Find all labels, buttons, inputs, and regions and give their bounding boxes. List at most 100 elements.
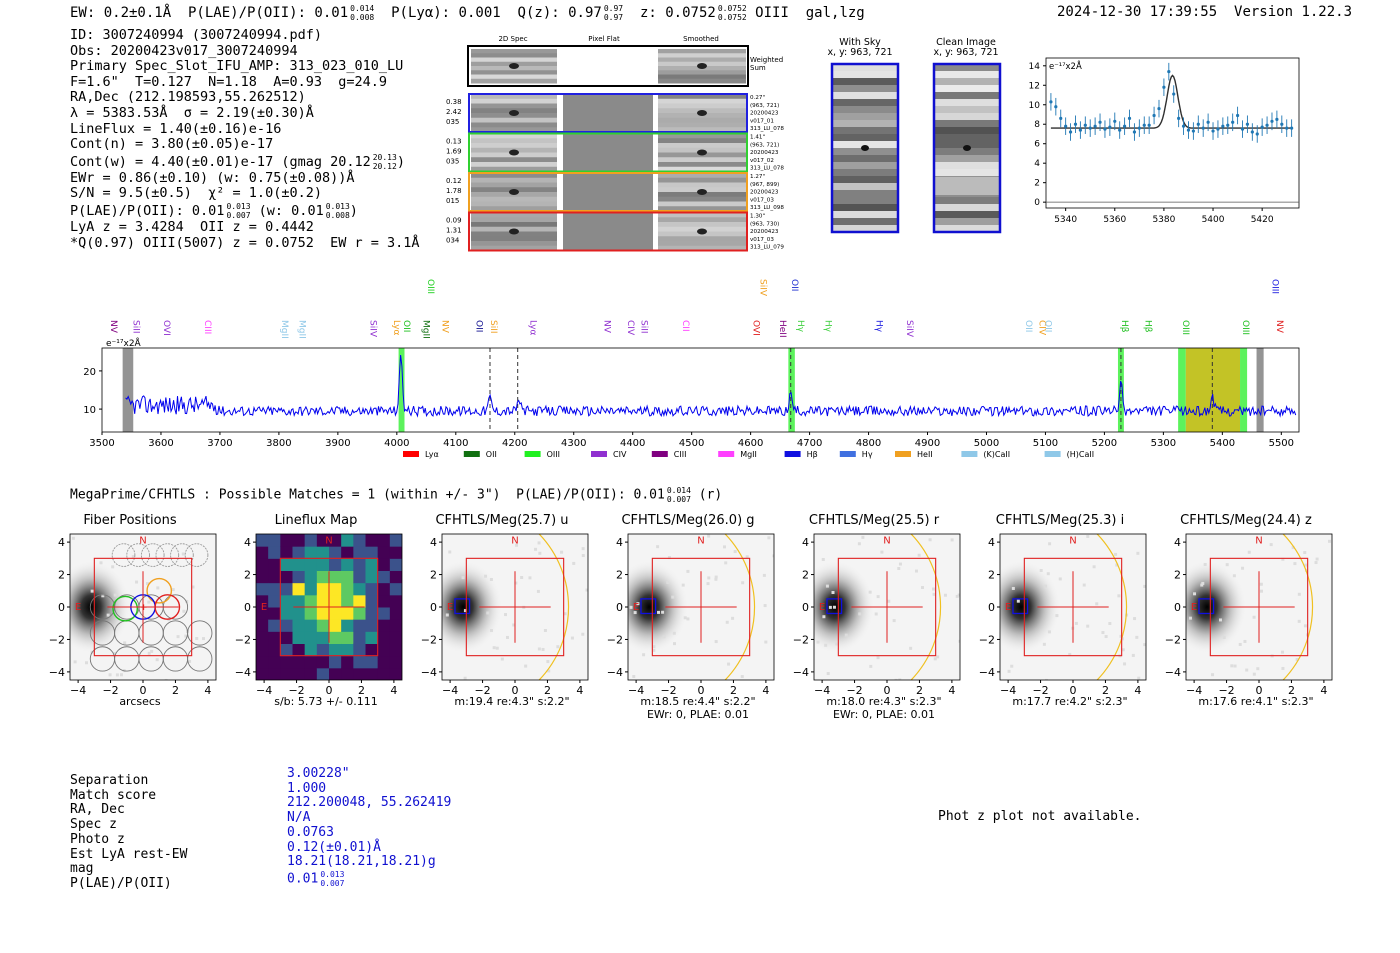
image-noise (1086, 534, 1090, 538)
cutout-row-right-label: v017_02 (750, 158, 774, 164)
cutout-source (697, 149, 707, 156)
zoom-ytick-label: 0 (1034, 198, 1040, 208)
sky-stripe (832, 183, 898, 191)
flux-pixel (329, 570, 342, 584)
legend-label: OIII (547, 450, 560, 459)
flux-pixel (304, 619, 318, 632)
image-noise (84, 661, 88, 665)
image-noise (1211, 673, 1215, 677)
zoom-data-point (1137, 126, 1141, 130)
flux-pixel (280, 570, 293, 584)
zoom-data-point (1275, 117, 1279, 121)
spectral-line-label: Hγ (823, 320, 833, 333)
cutout-row-right-label: v017_03 (750, 237, 774, 243)
cutout-stripe (658, 166, 746, 172)
flux-pixel (304, 607, 318, 620)
flux-pixel (389, 631, 402, 644)
image-noise (560, 550, 564, 554)
flux-pixel (268, 667, 281, 680)
flux-pixel (256, 546, 269, 559)
flux-pixel (268, 546, 281, 559)
image-noise (723, 545, 727, 549)
image-noise (657, 610, 661, 614)
image-noise (1046, 572, 1050, 576)
image-noise (917, 553, 921, 557)
image-noise (570, 636, 574, 640)
cutout-stripe (471, 117, 557, 123)
flux-pixel (292, 534, 306, 547)
imaging-ytick-label: −4 (1165, 666, 1181, 679)
imaging-xtick-label: 4 (762, 684, 769, 697)
image-noise (1269, 543, 1273, 547)
match-value: 212.200048, 55.262419 (287, 795, 452, 811)
spectral-line-label: OIII (1180, 320, 1190, 335)
imaging-panel-svg: N E 4 2 0 −2 −4 −4 −2 0 2 4 (421, 533, 589, 697)
imaging-xtick-label: 2 (1102, 684, 1109, 697)
imaging-ytick-label: 4 (1174, 536, 1181, 549)
image-noise (1225, 563, 1229, 567)
zoom-xtick-label: 5380 (1152, 215, 1175, 225)
cutout-stripe (658, 196, 746, 202)
cutout-stripe (658, 122, 746, 128)
spec-xtick-label: 5400 (1210, 438, 1235, 449)
spectral-line-label: Hβ (1119, 320, 1129, 333)
image-noise (543, 628, 547, 632)
image-noise (512, 623, 516, 627)
extraction-box (93, 557, 193, 657)
zoom-xtick-label: 5360 (1103, 215, 1126, 225)
flux-pixel (280, 667, 293, 680)
imaging-panel-caption: arcsecs (119, 695, 161, 708)
image-noise (1241, 566, 1245, 570)
flux-pixel (256, 582, 269, 596)
header-z-lo: 0.0752 (717, 13, 747, 22)
flux-pixel (329, 655, 342, 669)
extraction-box (465, 557, 565, 657)
flux-pixel (316, 667, 330, 680)
sky-stripe (832, 85, 898, 93)
imaging-ytick-label: 4 (616, 536, 623, 549)
image-noise (1074, 621, 1078, 625)
imaging-ytick-label: −4 (979, 666, 995, 679)
legend-swatch (718, 451, 735, 457)
fiber-circle-dashed (140, 543, 165, 567)
flux-pixel (329, 582, 342, 596)
cutout-row-left-label: 0.12 (446, 177, 462, 185)
image-noise (495, 646, 499, 650)
cutout-row-right-label: 20200423 (750, 190, 779, 196)
image-noise (1115, 563, 1119, 567)
image-noise (1121, 648, 1125, 652)
legend-label: CIII (674, 450, 687, 459)
flux-pixel (353, 643, 366, 657)
cutout-stripe (471, 245, 557, 251)
cutout-row-left-label: 0.13 (446, 138, 462, 146)
sky-stripe (934, 120, 1000, 128)
legend-swatch (591, 451, 607, 457)
flux-pixel (341, 534, 354, 547)
zoom-data-point (1240, 127, 1245, 131)
image-noise (933, 657, 937, 661)
match-value: 0.12(±0.01)Å (287, 839, 381, 855)
image-noise (538, 551, 542, 555)
flux-pixel (280, 643, 293, 657)
flux-pixel (377, 667, 391, 680)
zoom-data-point (1103, 127, 1107, 131)
cutout-source (509, 110, 519, 116)
east-label: E (819, 602, 825, 613)
fiber-circle-dashed (155, 543, 180, 567)
imaging-xtick-label: −4 (256, 684, 272, 697)
imaging-panel: CFHTLS/Meg(25.5) r N E 4 2 0 −2 −4 −4 −2 0 2 4 m:18.0… (784, 512, 970, 727)
counterpart-box (1198, 598, 1215, 615)
spectral-line-label: SiII (488, 320, 498, 334)
imaging-ytick-label: 0 (616, 601, 623, 614)
image-noise (1247, 550, 1251, 554)
sky-stripe (934, 134, 1000, 142)
flux-pixel (268, 631, 281, 644)
spec-xtick-label: 4900 (915, 438, 940, 449)
image-noise (831, 590, 835, 594)
image-noise (763, 604, 767, 608)
cutout-row-right-label: 313_LU_079 (750, 245, 784, 251)
flux-pixel (316, 607, 330, 620)
cutout-row: 0.09 1.31 034 1.30"(963, 730) 20200423 v017_0… (446, 211, 784, 252)
flux-pixel (316, 558, 330, 571)
image-noise (673, 642, 677, 646)
